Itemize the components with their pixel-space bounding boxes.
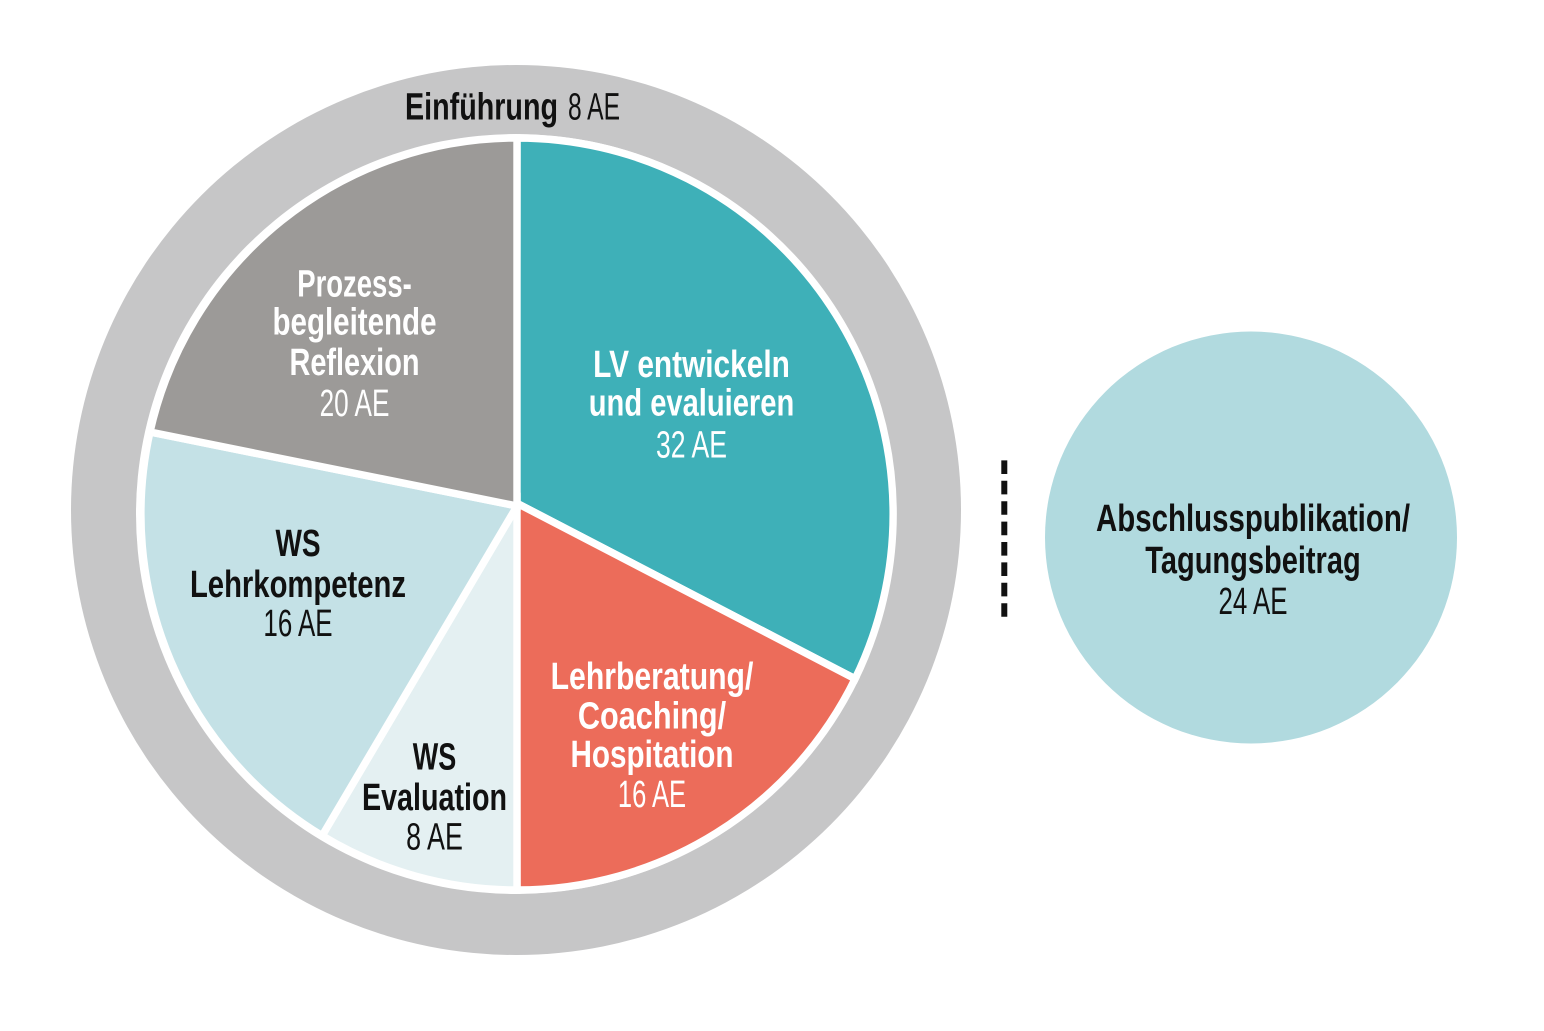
svg-text:8 AE: 8 AE bbox=[568, 86, 620, 128]
svg-text:Coaching/: Coaching/ bbox=[578, 695, 727, 737]
svg-text:WS: WS bbox=[413, 737, 457, 779]
svg-text:WS: WS bbox=[275, 523, 320, 565]
svg-text:32 AE: 32 AE bbox=[656, 425, 727, 467]
svg-text:Lehrberatung/: Lehrberatung/ bbox=[551, 656, 754, 698]
svg-text:8 AE: 8 AE bbox=[406, 817, 463, 859]
svg-text:Abschlusspublikation/: Abschlusspublikation/ bbox=[1096, 498, 1410, 540]
svg-text:16 AE: 16 AE bbox=[618, 774, 686, 816]
svg-text:Prozess-: Prozess- bbox=[297, 264, 412, 306]
svg-text:Evaluation: Evaluation bbox=[362, 777, 507, 819]
svg-text:LV entwickeln: LV entwickeln bbox=[593, 344, 790, 386]
svg-text:begleitende: begleitende bbox=[273, 301, 437, 343]
svg-text:Tagungsbeitrag: Tagungsbeitrag bbox=[1145, 540, 1360, 582]
svg-text:20 AE: 20 AE bbox=[320, 383, 390, 425]
svg-text:16 AE: 16 AE bbox=[263, 603, 332, 645]
svg-text:Lehrkompetenz: Lehrkompetenz bbox=[190, 564, 406, 606]
svg-text:Hospitation: Hospitation bbox=[570, 734, 733, 776]
svg-text:und evaluieren: und evaluieren bbox=[589, 383, 795, 425]
svg-text:Reflexion: Reflexion bbox=[290, 342, 420, 384]
svg-text:24 AE: 24 AE bbox=[1218, 581, 1287, 623]
svg-text:Einführung: Einführung bbox=[405, 86, 558, 128]
